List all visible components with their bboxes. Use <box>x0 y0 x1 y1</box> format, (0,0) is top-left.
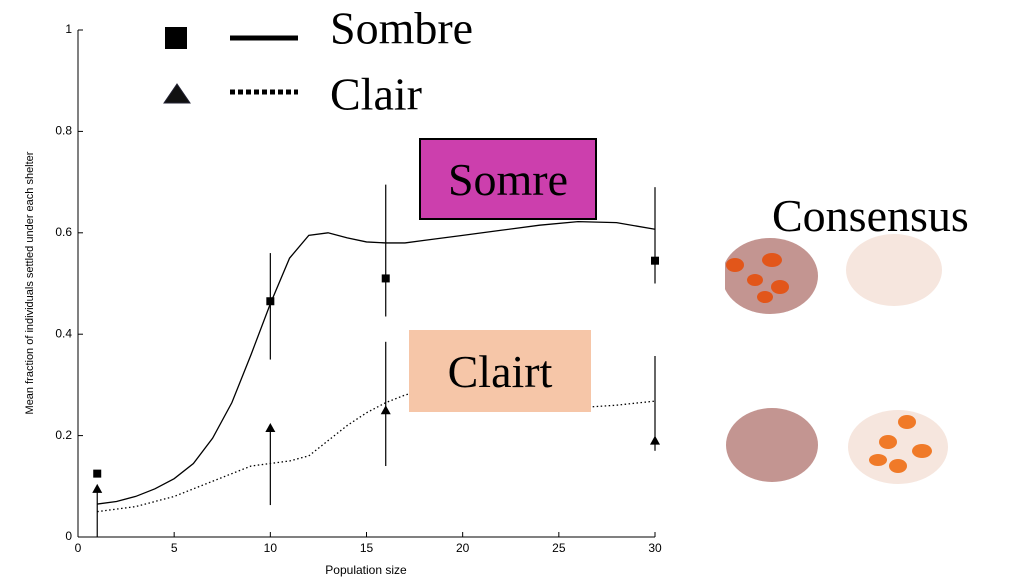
legend-label: Clair <box>330 69 422 120</box>
point <box>265 422 276 432</box>
light-shelter <box>848 410 948 484</box>
y-tick-label: 0.8 <box>55 124 72 138</box>
shelter-images <box>715 220 948 490</box>
y-tick-label: 0 <box>65 529 72 543</box>
point <box>380 405 391 415</box>
legend-marker <box>165 27 187 49</box>
crop <box>715 220 725 490</box>
insects <box>869 415 932 473</box>
fit-curve <box>97 389 656 513</box>
dark-shelter <box>726 408 818 482</box>
point <box>93 469 102 478</box>
x-tick-label: 5 <box>171 541 178 555</box>
point <box>266 297 275 306</box>
point <box>650 435 660 445</box>
legend-marker <box>163 83 191 104</box>
x-axis-label: Population size <box>325 563 407 577</box>
annotation: Somre <box>419 138 597 220</box>
y-axis-label: Mean fraction of individuals settled und… <box>24 151 36 414</box>
y-tick-label: 1 <box>65 22 72 36</box>
point <box>381 274 390 283</box>
legend-label: Sombre <box>330 3 473 54</box>
x-tick-label: 10 <box>264 541 278 555</box>
x-tick-label: 25 <box>552 541 566 555</box>
y-tick-label: 0.2 <box>55 428 72 442</box>
legend: Sombre Clair <box>163 3 473 120</box>
annotation: Consensus <box>772 189 969 241</box>
insects <box>726 253 789 303</box>
x-tick-label: 30 <box>648 541 662 555</box>
dark-shelter <box>722 238 818 314</box>
y-tick-label: 0.4 <box>55 326 72 340</box>
x-tick-label: 0 <box>75 541 82 555</box>
fit-curve <box>97 220 656 505</box>
y-tick-label: 0.6 <box>55 225 72 239</box>
light-shelter <box>846 234 942 306</box>
annotation: Clairt <box>409 330 591 412</box>
x-tick-label: 15 <box>360 541 374 555</box>
x-tick-label: 20 <box>456 541 470 555</box>
point <box>92 483 103 493</box>
point <box>651 256 659 265</box>
